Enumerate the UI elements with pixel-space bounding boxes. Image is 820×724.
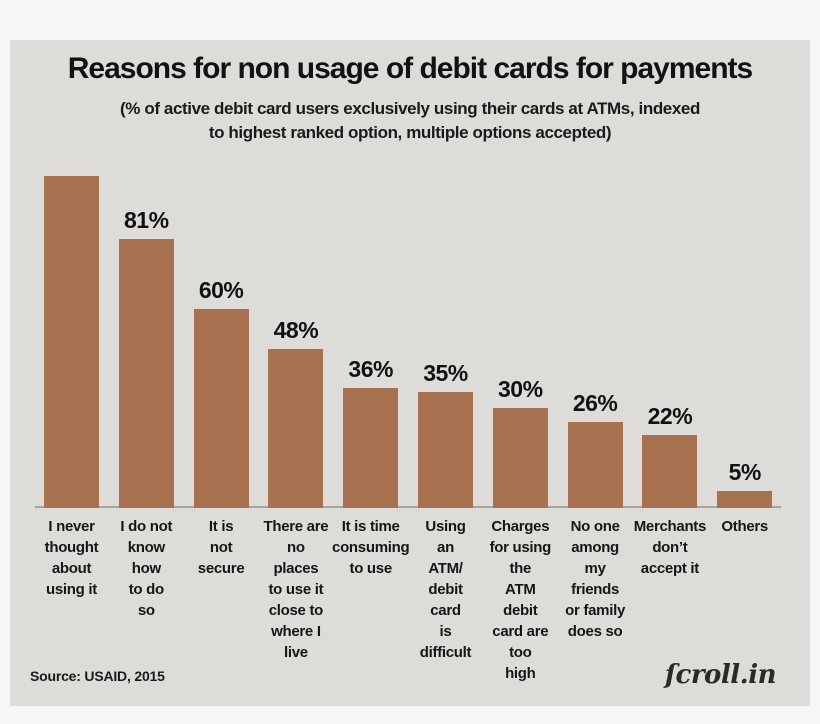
- bar-category-label: I never thought about using it: [44, 518, 99, 598]
- bar-category-label: I do not know how to do so: [120, 518, 173, 619]
- bar: [717, 491, 773, 508]
- bar-value-label: 35%: [423, 360, 468, 386]
- bar-category-label: Others: [721, 518, 768, 535]
- bar-category-label: It is time consuming to use: [332, 518, 410, 577]
- bar: [492, 408, 548, 508]
- bar-value-label: 22%: [647, 403, 693, 429]
- bar-value-label: 81%: [124, 207, 169, 233]
- bar-value-label: 26%: [572, 390, 618, 416]
- bar: [418, 392, 473, 508]
- bar: [642, 435, 698, 508]
- chart-subtitle: (% of active debit card users exclusivel…: [120, 99, 700, 143]
- chart-title: Reasons for non usage of debit cards for…: [67, 52, 753, 85]
- bar: [118, 239, 174, 508]
- x-axis-line: [35, 506, 781, 508]
- bar: [268, 349, 324, 508]
- bar-value-label: 48%: [273, 317, 319, 343]
- bar-value-label: 36%: [348, 356, 393, 382]
- bar-value-label: 30%: [498, 376, 543, 402]
- bar-category-label: There are no places to use it close to w…: [263, 518, 329, 661]
- plot-area: I never thought about using it 81% I do no…: [10, 40, 810, 706]
- bar-category-label: Charges for using the ATM debit card are…: [489, 518, 552, 682]
- bar-category-label: Merchants don’t accept it: [633, 518, 707, 577]
- bar-category-label: Using an ATM/ debit card is difficult: [419, 518, 472, 661]
- chart-panel: Reasons for non usage of debit cards for…: [10, 40, 810, 706]
- bar-value-label: 60%: [198, 277, 244, 303]
- bar: [193, 309, 249, 508]
- bar-category-label: No one among my friends or family does s…: [565, 518, 625, 640]
- bar-value-label: 5%: [728, 459, 762, 485]
- bar: [567, 422, 623, 508]
- bar: [343, 388, 399, 508]
- scroll-in-logo: ſcroll.in: [664, 660, 777, 690]
- bar-category-label: It is not secure: [197, 518, 245, 577]
- source-note: Source: USAID, 2015: [30, 668, 165, 684]
- bar: [44, 176, 99, 508]
